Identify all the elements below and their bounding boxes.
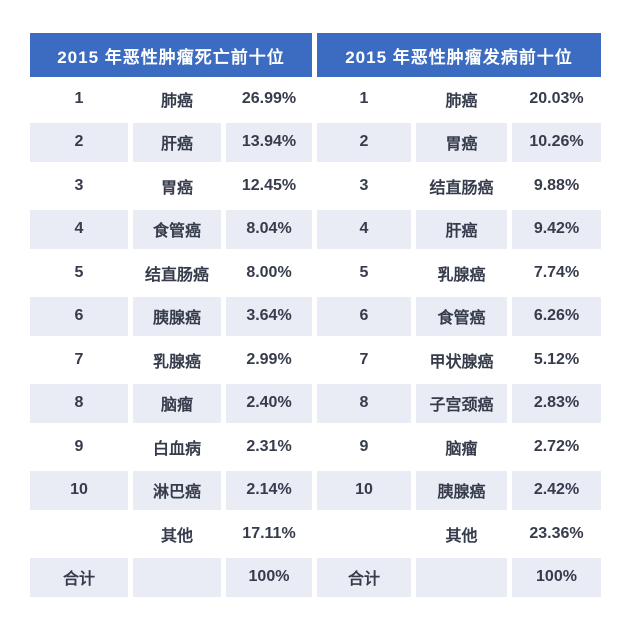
incidence-rank-cell: 9: [359, 437, 369, 455]
mortality-name-cell: 淋巴癌: [133, 469, 221, 513]
mortality-name-cell: 食管癌: [133, 208, 221, 252]
mortality-name-cell: 胰腺癌: [133, 295, 221, 339]
incidence-value-cell: 9.42%: [512, 208, 601, 252]
incidence-name-cell: 子宫颈癌: [416, 382, 507, 426]
incidence-rank-cell: 8: [317, 382, 411, 426]
mortality-value-cell: 2.99%: [246, 350, 292, 368]
incidence-value-cell: 100%: [512, 556, 601, 600]
mortality-rank-cell: 10: [30, 469, 128, 513]
two-table-grid: 2015 年恶性肿瘤死亡前十位 2015 年恶性肿瘤发病前十位 1 肺癌 26.99…: [30, 33, 601, 599]
mortality-table-header: 2015 年恶性肿瘤死亡前十位: [30, 33, 312, 77]
incidence-rank-cell: 4: [317, 208, 411, 252]
mortality-value-cell: 2.14%: [226, 469, 312, 513]
incidence-value-cell: 5.12%: [533, 350, 580, 368]
incidence-value-cell: 7.74%: [533, 263, 580, 281]
mortality-name-cell: 其他: [160, 527, 193, 545]
incidence-name-cell: 甲状腺癌: [429, 353, 494, 371]
mortality-rank-cell: 8: [30, 382, 128, 426]
incidence-value-cell: 23.36%: [529, 524, 584, 542]
incidence-rank-cell: 7: [359, 350, 369, 368]
incidence-name-cell: 胰腺癌: [416, 469, 507, 513]
mortality-rank-cell: 3: [74, 176, 84, 194]
incidence-name-cell: 食管癌: [416, 295, 507, 339]
mortality-value-cell: 12.45%: [241, 176, 297, 194]
mortality-value-cell: 17.11%: [242, 524, 296, 542]
mortality-rank-cell: [30, 512, 128, 556]
mortality-value-cell: 100%: [226, 556, 312, 600]
mortality-value-cell: 2.40%: [226, 382, 312, 426]
mortality-rank-cell: 6: [30, 295, 128, 339]
incidence-table-header: 2015 年恶性肿瘤发病前十位: [317, 33, 601, 77]
incidence-name-cell: 肝癌: [416, 208, 507, 252]
mortality-name-cell: 脑瘤: [133, 382, 221, 426]
mortality-rank-cell: 合计: [30, 556, 128, 600]
mortality-value-cell: 2.31%: [246, 437, 292, 455]
incidence-rank-cell: 6: [317, 295, 411, 339]
incidence-rank-cell: 2: [317, 121, 411, 165]
mortality-rank-cell: 2: [30, 121, 128, 165]
mortality-value-cell: 3.64%: [226, 295, 312, 339]
mortality-rank-cell: 7: [74, 350, 84, 368]
incidence-name-cell: 乳腺癌: [437, 266, 486, 284]
mortality-name-cell: 白血病: [152, 440, 201, 458]
incidence-name-cell: 胃癌: [416, 121, 507, 165]
mortality-value-cell: 26.99%: [241, 89, 297, 107]
incidence-value-cell: 6.26%: [512, 295, 601, 339]
mortality-value-cell: 13.94%: [226, 121, 312, 165]
incidence-rank-cell: 5: [359, 263, 369, 281]
incidence-value-cell: 2.42%: [512, 469, 601, 513]
mortality-name-cell: 肝癌: [133, 121, 221, 165]
incidence-rank-cell: 1: [359, 89, 369, 107]
mortality-name-cell: 肺癌: [160, 92, 193, 110]
incidence-rank-cell: 合计: [317, 556, 411, 600]
mortality-rank-cell: 1: [74, 89, 84, 107]
incidence-name-cell: 肺癌: [445, 92, 478, 110]
incidence-name-cell: [416, 556, 507, 600]
incidence-rank-cell: [317, 512, 411, 556]
incidence-name-cell: 结直肠癌: [429, 179, 494, 197]
mortality-rank-cell: 5: [74, 263, 84, 281]
incidence-name-cell: 其他: [445, 527, 478, 545]
incidence-rank-cell: 3: [359, 176, 369, 194]
incidence-value-cell: 9.88%: [533, 176, 580, 194]
mortality-value-cell: 8.04%: [226, 208, 312, 252]
incidence-value-cell: 2.83%: [512, 382, 601, 426]
mortality-rank-cell: 9: [74, 437, 84, 455]
mortality-name-cell: 胃癌: [160, 179, 193, 197]
mortality-value-cell: 8.00%: [246, 263, 292, 281]
mortality-name-cell: 乳腺癌: [152, 353, 201, 371]
incidence-value-cell: 10.26%: [512, 121, 601, 165]
mortality-rank-cell: 4: [30, 208, 128, 252]
incidence-rank-cell: 10: [317, 469, 411, 513]
incidence-name-cell: 脑瘤: [445, 440, 478, 458]
incidence-value-cell: 20.03%: [529, 89, 584, 107]
mortality-name-cell: 结直肠癌: [144, 266, 209, 284]
mortality-name-cell: [133, 556, 221, 600]
incidence-value-cell: 2.72%: [533, 437, 580, 455]
